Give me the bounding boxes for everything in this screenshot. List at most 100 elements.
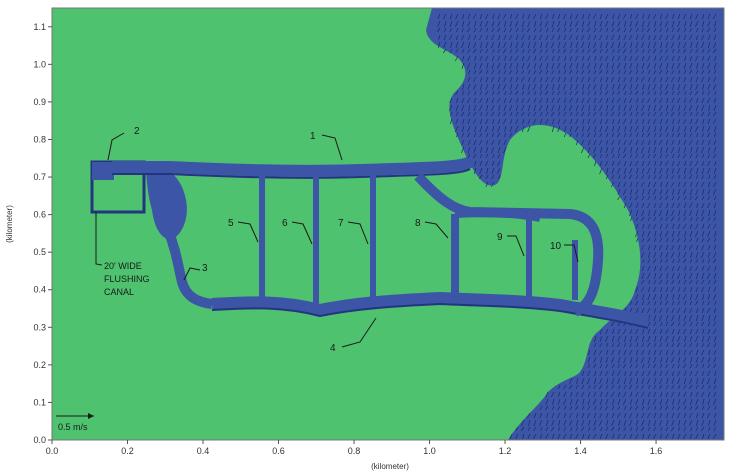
y-axis-label: (kilometer) [5, 205, 14, 243]
velocity-vector [503, 41, 507, 49]
velocity-vector [647, 286, 651, 293]
velocity-vector [696, 412, 699, 419]
velocity-vector [659, 62, 663, 70]
velocity-vector [677, 433, 681, 440]
velocity-vector [575, 48, 579, 54]
velocity-vector [653, 146, 657, 154]
velocity-vector [653, 174, 657, 180]
velocity-vector [684, 370, 687, 377]
velocity-vector [611, 335, 615, 343]
velocity-vector [700, 391, 705, 398]
velocity-vector [635, 419, 639, 427]
velocity-vector [629, 69, 633, 75]
callout-3: 3 [202, 263, 208, 274]
velocity-vector [461, 55, 465, 62]
velocity-vector [659, 167, 663, 175]
velocity-vector [652, 433, 657, 440]
velocity-vector [653, 279, 657, 285]
velocity-vector [594, 160, 597, 167]
velocity-vector [671, 209, 675, 217]
velocity-vector [599, 328, 603, 335]
velocity-vector [682, 83, 687, 91]
velocity-vector [473, 132, 477, 138]
velocity-vector [623, 146, 627, 154]
velocity-vector [695, 76, 699, 83]
velocity-vector [581, 104, 585, 112]
velocity-vector [623, 384, 627, 390]
velocity-vector [485, 181, 489, 188]
velocity-vector [689, 230, 693, 238]
velocity-vector [533, 76, 537, 83]
velocity-vector [527, 48, 531, 54]
velocity-vector [605, 34, 609, 41]
velocity-vector [485, 146, 489, 154]
velocity-vector [611, 132, 615, 138]
velocity-vector [479, 13, 483, 20]
velocity-vector [665, 433, 669, 440]
velocity-vector [611, 97, 615, 104]
velocity-vector [467, 146, 471, 154]
velocity-vector [653, 244, 657, 251]
velocity-vector [677, 153, 681, 159]
velocity-vector [599, 83, 603, 91]
velocity-vector [659, 174, 663, 180]
velocity-vector [653, 48, 657, 54]
velocity-vector [437, 13, 441, 20]
velocity-vector [660, 426, 663, 432]
velocity-vector [599, 13, 603, 20]
y-tick-label: 0.6 [33, 210, 46, 220]
velocity-vector [600, 41, 603, 49]
velocity-vector [646, 167, 651, 175]
velocity-vector [690, 41, 693, 49]
velocity-vector [558, 69, 561, 75]
velocity-vector [629, 300, 633, 306]
velocity-vector [654, 90, 657, 96]
velocity-vector [485, 174, 489, 180]
velocity-vector [455, 118, 459, 125]
velocity-vector [496, 62, 501, 70]
velocity-vector [551, 90, 555, 96]
callout-leaders [95, 132, 579, 348]
velocity-vector [707, 251, 711, 259]
velocity-vector [617, 20, 621, 28]
velocity-vector [509, 125, 513, 133]
velocity-vector [605, 174, 609, 180]
velocity-vector [617, 328, 621, 335]
velocity-vector [485, 90, 489, 96]
velocity-vector [701, 349, 705, 356]
velocity-vector [503, 139, 507, 146]
velocity-vector [594, 55, 597, 62]
velocity-vector [647, 111, 651, 117]
velocity-vector [599, 363, 603, 369]
velocity-vector [594, 125, 597, 133]
velocity-vector [664, 370, 669, 377]
velocity-vector [707, 433, 711, 440]
velocity-vector [558, 104, 561, 112]
velocity-vector [617, 160, 621, 167]
velocity-vector [472, 83, 477, 91]
velocity-vector [540, 111, 543, 117]
velocity-vector [683, 34, 687, 41]
velocity-vector [688, 244, 693, 251]
velocity-vector [527, 125, 531, 133]
velocity-vector [479, 167, 483, 175]
velocity-vector [664, 125, 669, 133]
velocity-vector [587, 132, 591, 138]
leader-3 [183, 267, 201, 281]
velocity-vector [599, 433, 603, 440]
velocity-vector [642, 188, 645, 196]
velocity-vector [629, 132, 633, 138]
velocity-vector [569, 377, 573, 385]
velocity-vector [604, 125, 609, 133]
velocity-vector [707, 237, 711, 243]
velocity-vector [575, 13, 579, 20]
velocity-vector [659, 258, 663, 264]
velocity-vector [654, 405, 657, 411]
velocity-vector [659, 398, 663, 406]
y-tick-label: 0.3 [33, 322, 46, 332]
velocity-vector [551, 405, 555, 411]
velocity-vector [629, 398, 633, 406]
velocity-vector [677, 251, 681, 259]
velocity-vector [683, 419, 687, 427]
velocity-vector [659, 223, 663, 230]
